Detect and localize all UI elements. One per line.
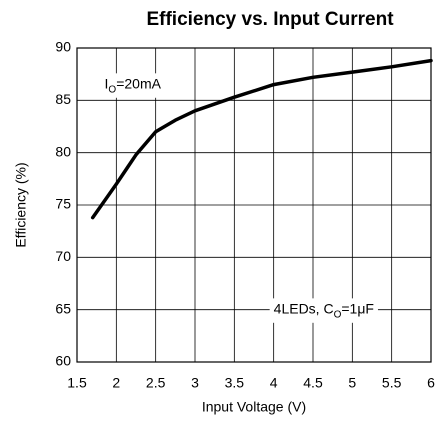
annotation: IO=20mA [105,75,162,95]
plot-frame [76,47,432,363]
x-tick-label: 1.5 [67,375,87,391]
annotation-part: =1μF [341,300,374,316]
y-axis-label: Efficiency (%) [13,162,29,247]
x-tick-label: 2 [112,375,120,391]
y-tick-label: 75 [55,196,71,212]
x-tick-label: 3.5 [225,375,245,391]
x-axis-label: Input Voltage (V) [202,399,306,415]
x-tick-label: 2.5 [146,375,166,391]
x-tick-label: 6 [427,375,435,391]
annotation-part: =20mA [116,75,161,91]
x-tick-label: 5.5 [382,375,402,391]
x-tick-label: 3 [191,375,199,391]
annotation-part: O [108,85,116,96]
annotation-bg [269,298,378,323]
annotation-part: I [105,75,109,91]
y-tick-label: 70 [55,248,71,264]
y-tick-label: 80 [55,143,71,159]
x-tick-label: 4.5 [303,375,323,391]
y-tick-label: 85 [55,91,71,107]
y-tick-label: 65 [55,300,71,316]
chart-title: Efficiency vs. Input Current [146,9,394,30]
y-tick-label: 90 [55,39,71,55]
data-line [90,58,433,220]
annotation: 4LEDs, CO=1μF [274,300,374,320]
x-tick-label: 4 [270,375,278,391]
x-tick-label: 5 [348,375,356,391]
y-tick-label: 60 [55,353,71,369]
annotation-part: O [334,310,342,321]
annotation-part: 4LEDs, C [274,300,334,316]
annotation-bg [100,73,166,98]
